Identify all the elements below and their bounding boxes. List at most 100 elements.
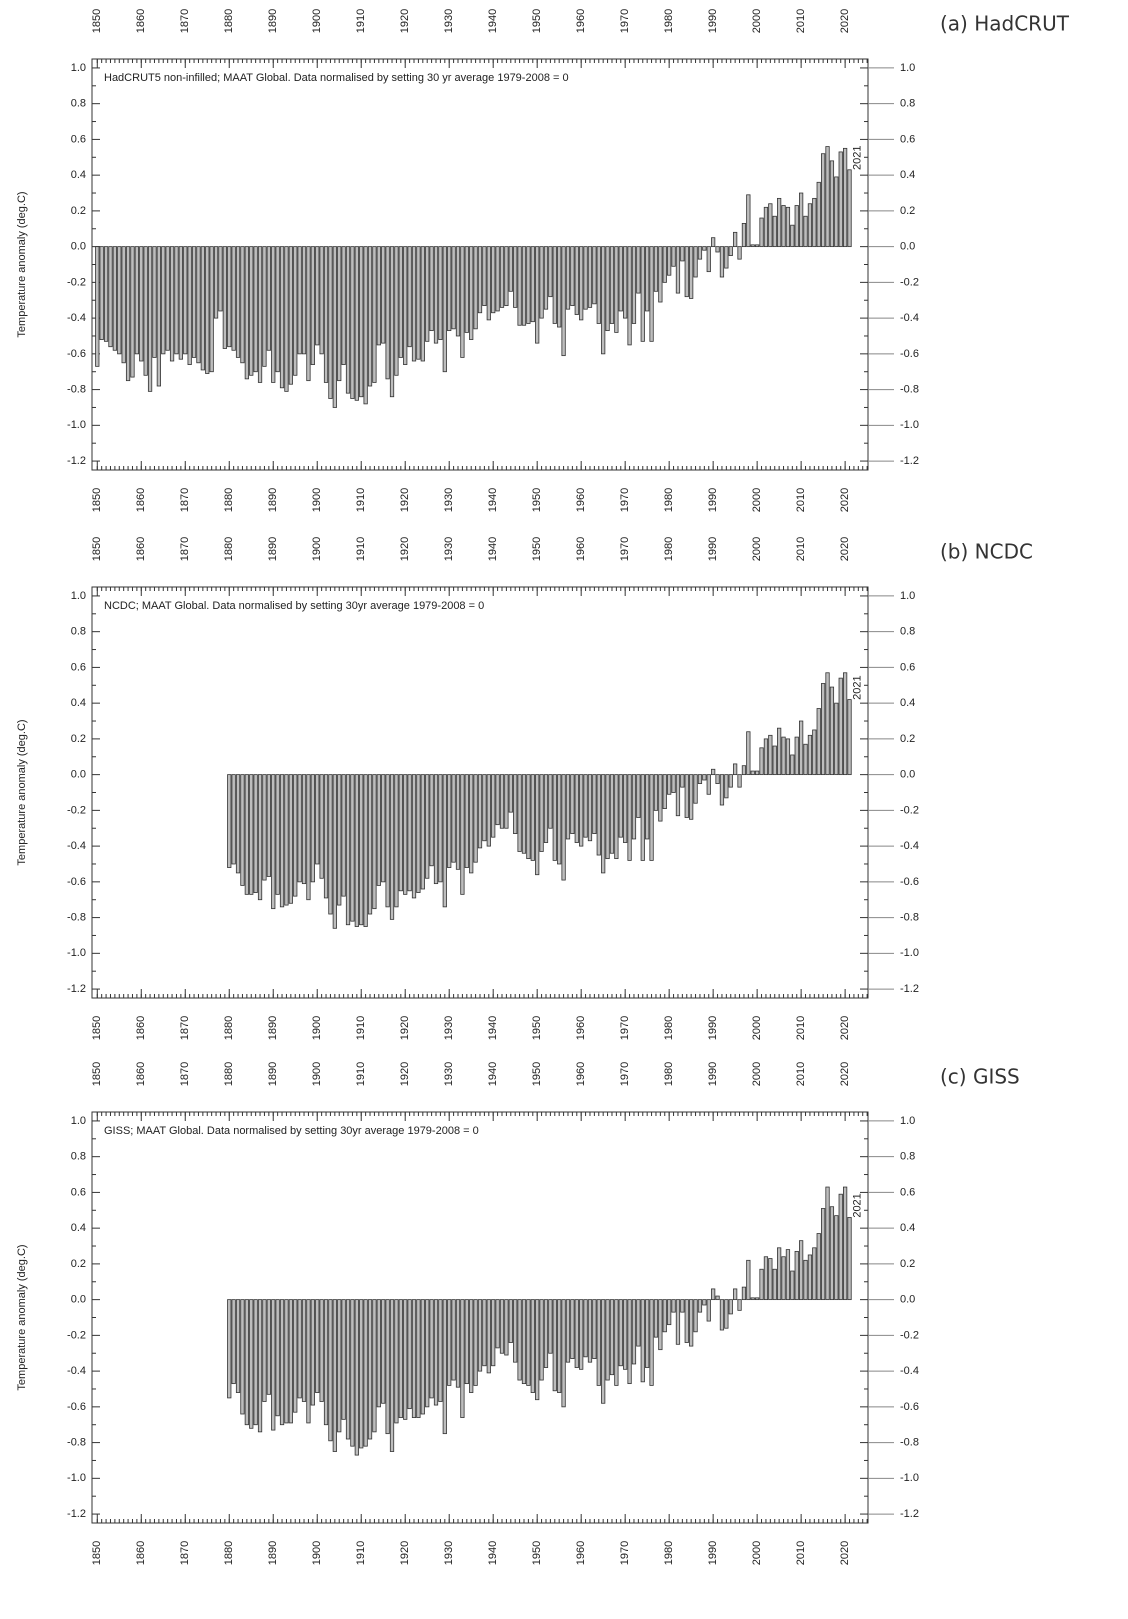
x-tick-label-top: 1950 [531, 9, 543, 33]
x-tick-label-top: 1980 [663, 537, 675, 561]
bar [570, 246, 575, 306]
y-tick-label-right: 0.6 [900, 661, 915, 673]
bar [605, 246, 610, 332]
bar [486, 1299, 491, 1374]
y-tick-label: -0.2 [67, 1329, 86, 1341]
x-tick-label-bottom: 1900 [311, 1016, 323, 1040]
x-tick-label-top: 2020 [839, 1062, 851, 1086]
bar [838, 151, 843, 248]
x-tick-label-bottom: 1990 [707, 1541, 719, 1565]
y-tick-label: -1.2 [67, 983, 86, 995]
bar [249, 246, 254, 376]
bar [301, 246, 307, 355]
bar [636, 246, 641, 294]
bar [715, 774, 720, 784]
bar [398, 1299, 403, 1418]
bar [328, 246, 333, 399]
bar [376, 774, 381, 886]
bar [829, 1206, 835, 1301]
bar [231, 246, 236, 351]
bar [244, 1299, 249, 1426]
x-tick-label-bottom: 1940 [487, 488, 499, 512]
bar [442, 774, 447, 908]
y-tick-label: 0.6 [71, 133, 86, 145]
x-tick-label-top: 1860 [135, 9, 147, 33]
bar [684, 1299, 689, 1343]
bar [781, 1256, 786, 1301]
x-tick-label-bottom: 2020 [839, 1016, 851, 1040]
bar [653, 246, 659, 292]
bar [794, 736, 799, 776]
y-tick-label-right: -0.6 [900, 1401, 919, 1413]
bar [658, 246, 663, 303]
x-tick-label-top: 1980 [663, 9, 675, 33]
bar [301, 774, 307, 885]
bar [469, 774, 474, 874]
bar [790, 1270, 795, 1301]
bar [332, 246, 337, 408]
bar [341, 774, 346, 897]
bar [772, 1268, 777, 1301]
bar [363, 1299, 368, 1447]
bar [583, 1299, 588, 1358]
bar [680, 1299, 685, 1313]
x-tick-label-top: 1890 [267, 537, 279, 561]
bar [521, 1299, 527, 1385]
bar [838, 677, 843, 776]
y-tick-label: -1.0 [67, 947, 86, 959]
y-tick-label: -0.8 [67, 1436, 86, 1448]
x-tick-label-bottom: 1940 [487, 1541, 499, 1565]
bar [491, 774, 496, 838]
annotation: NCDC; MAAT Global. Data normalised by se… [104, 600, 484, 612]
bar [530, 774, 535, 861]
y-tick-label: -0.8 [67, 911, 86, 923]
x-tick-label-top: 1860 [135, 1062, 147, 1086]
bar [596, 774, 601, 856]
bar [499, 774, 505, 829]
bar [315, 1299, 320, 1393]
bar [759, 1268, 764, 1301]
bar [306, 1299, 311, 1424]
bar [451, 1299, 456, 1381]
x-tick-label-top: 1900 [311, 1062, 323, 1086]
bar [227, 774, 232, 868]
y-tick-label: 0.0 [71, 241, 86, 253]
bar [658, 1299, 663, 1351]
bar [592, 1299, 597, 1360]
bar [363, 246, 368, 405]
bar [262, 1299, 267, 1402]
bar [662, 774, 667, 809]
bar [464, 1299, 469, 1385]
bar [249, 1299, 254, 1429]
bar [262, 246, 267, 367]
y-tick-label: -0.2 [67, 804, 86, 816]
bar [706, 246, 711, 273]
x-tick-label-bottom: 1910 [355, 1016, 367, 1040]
bar [768, 1258, 773, 1301]
x-tick-label-top: 1870 [179, 9, 191, 33]
x-tick-label-top: 1950 [531, 1062, 543, 1086]
bar [112, 246, 117, 351]
bar [623, 774, 628, 843]
x-tick-label-top: 1920 [399, 537, 411, 561]
bar [359, 246, 364, 398]
bar [689, 1299, 694, 1347]
bar [372, 774, 377, 910]
bar [535, 774, 540, 876]
bar [794, 205, 799, 248]
bar [235, 774, 241, 874]
x-tick-label-top: 1990 [707, 537, 719, 561]
bar [328, 1299, 333, 1442]
bar [165, 246, 170, 351]
bar [785, 1249, 791, 1301]
bar [253, 774, 258, 893]
bar [750, 1297, 755, 1301]
bar [724, 246, 729, 269]
bar [825, 1186, 830, 1301]
bar [235, 1299, 241, 1393]
bar [825, 146, 830, 248]
bar [772, 215, 777, 248]
bar [244, 246, 249, 380]
bar [389, 1299, 395, 1452]
x-tick-label-bottom: 1920 [399, 1541, 411, 1565]
